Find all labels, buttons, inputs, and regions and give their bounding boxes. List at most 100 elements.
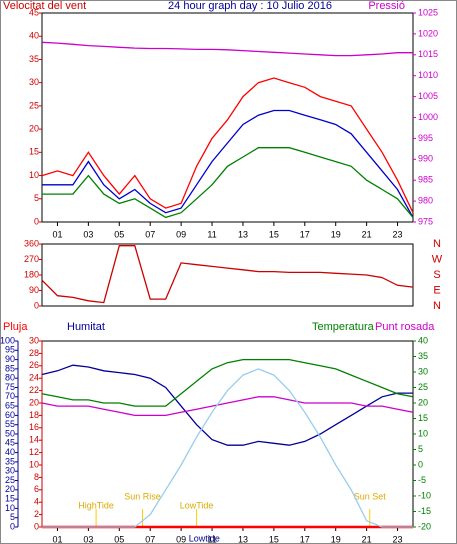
humidity-tick-label: 75: [5, 382, 15, 392]
rain-tick-label: 22: [29, 385, 39, 395]
temperature-tick-label: -20: [418, 521, 431, 531]
y-tick-label: 270: [24, 254, 39, 264]
x-tick-label: 07: [145, 534, 155, 544]
y-tick-label: 15: [29, 147, 39, 157]
y2-tick-label: 990: [418, 154, 433, 164]
legend-entry: Temperatura: [312, 321, 375, 333]
series-line: [42, 109, 414, 218]
rain-tick-label: 28: [29, 348, 39, 358]
y2-tick-label: 1005: [418, 91, 438, 101]
rain-tick-label: 20: [29, 397, 39, 407]
x-tick-label: 09: [176, 229, 186, 239]
y-tick-label: 45: [29, 7, 39, 17]
y-tick-label: 30: [29, 77, 39, 87]
x-tick-label: 21: [362, 229, 372, 239]
rain-tick-label: 30: [29, 335, 39, 345]
rain-tick-label: 0: [34, 521, 39, 531]
rain-tick-label: 26: [29, 360, 39, 370]
series-line: [41, 396, 414, 417]
legend-entry: Humitat: [67, 321, 105, 333]
temperature-tick-label: 5: [418, 444, 423, 454]
series-line: [41, 41, 413, 57]
rain-tick-label: 12: [29, 447, 39, 457]
rain-tick-label: 16: [29, 422, 39, 432]
series-line: [41, 364, 413, 446]
y2-tick-label: 1010: [418, 70, 438, 80]
direction-label: S: [433, 269, 440, 281]
humidity-tick-label: 30: [5, 466, 15, 476]
bottom-annotation: Lowtide: [189, 533, 220, 543]
temperature-tick-label: 25: [418, 382, 428, 392]
humidity-tick-label: 0: [10, 521, 15, 531]
series-line: [41, 245, 414, 304]
y-tick-label: 0: [34, 300, 39, 310]
y2-tick-label: 1015: [418, 49, 438, 59]
y-tick-label: 180: [24, 269, 39, 279]
y2-tick-label: 1020: [418, 28, 438, 38]
humidity-tick-label: 10: [5, 503, 15, 513]
y-tick-label: 10: [29, 170, 39, 180]
rain-tick-label: 14: [29, 435, 39, 445]
x-tick-label: 01: [52, 229, 62, 239]
temperature-tick-label: 10: [418, 428, 428, 438]
humidity-tick-label: 35: [5, 456, 15, 466]
x-tick-label: 09: [176, 534, 186, 544]
rain-tick-label: 8: [34, 472, 39, 482]
y-tick-label: 20: [29, 123, 39, 133]
humidity-tick-label: 50: [5, 428, 15, 438]
y-tick-label: 25: [29, 100, 39, 110]
x-tick-label: 13: [238, 229, 248, 239]
humidity-tick-label: 95: [5, 345, 15, 355]
y-tick-label: 360: [24, 238, 39, 248]
annotation: HighTide: [78, 500, 114, 510]
temperature-tick-label: 0: [418, 459, 423, 469]
series-line: [42, 147, 414, 219]
annotation: LowTide: [180, 500, 214, 510]
x-tick-label: 11: [207, 229, 216, 239]
wind-label: Velocitat del vent: [3, 0, 86, 12]
humidity-tick-label: 20: [5, 484, 15, 494]
y2-tick-label: 995: [418, 133, 433, 143]
rain-tick-label: 24: [29, 373, 39, 383]
temperature-tick-label: 15: [418, 413, 428, 423]
x-tick-label: 13: [238, 534, 248, 544]
x-tick-label: 11: [207, 534, 216, 544]
humidity-tick-label: 25: [5, 475, 15, 485]
y2-tick-label: 980: [418, 195, 433, 205]
y2-tick-label: 975: [418, 216, 433, 226]
x-tick-label: 19: [331, 534, 341, 544]
temperature-tick-label: 40: [418, 335, 428, 345]
direction-label: N: [433, 238, 441, 250]
x-tick-label: 21: [362, 534, 372, 544]
y2-tick-label: 985: [418, 175, 433, 185]
annotation: Sun Set: [354, 491, 387, 501]
x-tick-label: 17: [300, 229, 310, 239]
x-tick-label: 15: [269, 534, 279, 544]
x-tick-label: 19: [331, 229, 341, 239]
humidity-tick-label: 85: [5, 363, 15, 373]
humidity-tick-label: 45: [5, 438, 15, 448]
temperature-tick-label: -15: [418, 506, 431, 516]
humidity-tick-label: 90: [5, 354, 15, 364]
x-tick-label: 01: [52, 534, 62, 544]
humidity-tick-label: 15: [5, 493, 15, 503]
direction-label: N: [433, 300, 441, 312]
temperature-tick-label: -10: [418, 490, 431, 500]
humidity-tick-label: 80: [5, 373, 15, 383]
humidity-tick-label: 40: [5, 447, 15, 457]
humidity-tick-label: 60: [5, 410, 15, 420]
x-tick-label: 07: [145, 229, 155, 239]
x-tick-label: 23: [393, 229, 403, 239]
series-line: [41, 77, 414, 213]
humidity-tick-label: 100: [0, 335, 15, 345]
annotation: Sun Rise: [124, 491, 161, 501]
x-tick-label: 03: [83, 534, 93, 544]
x-tick-label: 05: [114, 534, 124, 544]
humidity-tick-label: 65: [5, 400, 15, 410]
x-tick-label: 05: [114, 229, 124, 239]
direction-label: E: [433, 284, 440, 296]
legend-entry: Punt rosada: [375, 321, 435, 333]
rain-tick-label: 18: [29, 410, 39, 420]
y-tick-label: 40: [29, 31, 39, 41]
